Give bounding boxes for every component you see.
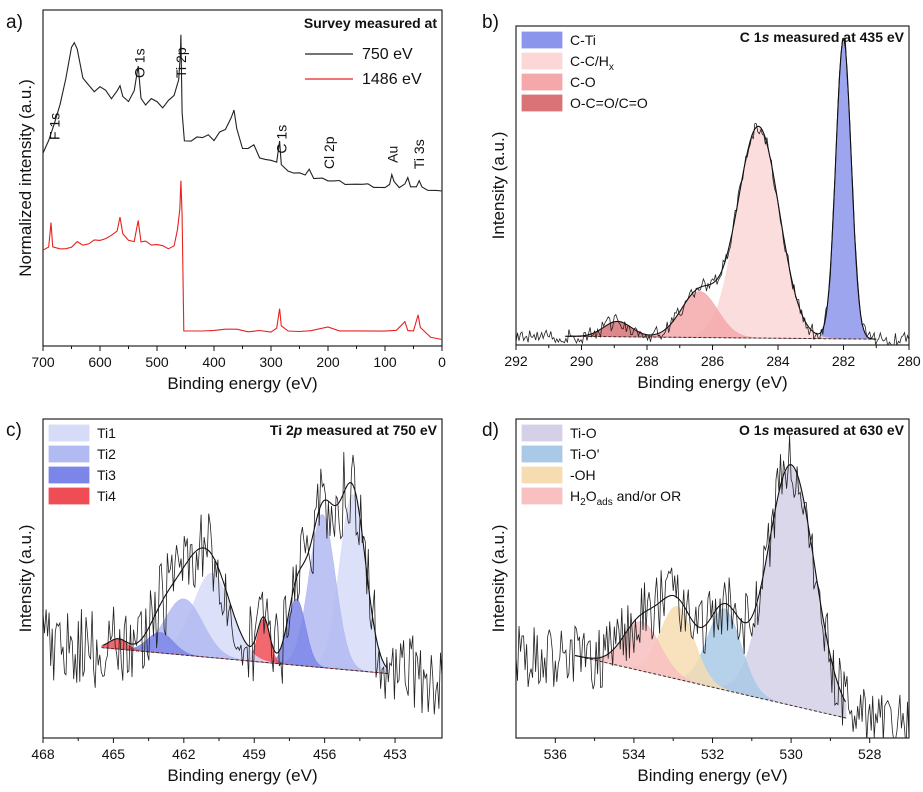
legend-swatch bbox=[521, 466, 563, 484]
legend-swatch bbox=[48, 445, 90, 463]
legend-swatch bbox=[521, 445, 563, 463]
y-axis-label: Intensity (a.u.) bbox=[489, 525, 508, 633]
measured-data bbox=[516, 37, 909, 345]
legend-swatch bbox=[48, 466, 90, 484]
legend-label: H2Oads and/or OR bbox=[570, 488, 681, 508]
legend-swatch bbox=[48, 487, 90, 505]
plot-frame bbox=[42, 418, 443, 739]
x-tick-label: 100 bbox=[373, 354, 397, 370]
x-tick-label: 456 bbox=[313, 746, 337, 762]
x-tick-label: 200 bbox=[316, 354, 340, 370]
fit-component bbox=[565, 37, 877, 340]
legend-label: 750 eV bbox=[362, 46, 413, 63]
legend-swatch bbox=[521, 31, 563, 49]
x-tick-label: 465 bbox=[102, 746, 126, 762]
peak-annotation: O 1s bbox=[131, 48, 147, 78]
legend-title: Survey measured at bbox=[304, 15, 437, 31]
legend-label: C-Ti bbox=[570, 32, 596, 48]
panel-title: Ti 2p measured at 750 eV bbox=[270, 422, 438, 438]
y-axis-label: Intensity (a.u.) bbox=[16, 525, 35, 633]
series-line-750eV bbox=[43, 34, 442, 192]
legend-swatch bbox=[521, 73, 563, 91]
x-tick-label: 468 bbox=[31, 746, 55, 762]
x-tick-label: 500 bbox=[145, 354, 169, 370]
background-line bbox=[565, 335, 877, 340]
x-tick-label: 280 bbox=[897, 353, 921, 369]
x-tick-label: 284 bbox=[766, 353, 790, 369]
legend-label: 1486 eV bbox=[362, 71, 422, 88]
panel-label: b) bbox=[482, 12, 499, 33]
x-tick-label: 290 bbox=[570, 353, 594, 369]
legend-label: -OH bbox=[570, 467, 596, 483]
legend-swatch bbox=[521, 424, 563, 442]
x-tick-label: 288 bbox=[635, 353, 659, 369]
y-axis-label: Intensity (a.u.) bbox=[489, 132, 508, 240]
plot-area bbox=[516, 37, 909, 345]
legend-swatch bbox=[521, 52, 563, 70]
legend-label: Ti3 bbox=[97, 467, 116, 483]
x-axis-label: Binding energy (eV) bbox=[167, 766, 317, 785]
panel-title: O 1s measured at 630 eV bbox=[739, 422, 905, 438]
peak-annotation: Ti 2p bbox=[173, 47, 189, 78]
panel-label: d) bbox=[482, 420, 499, 441]
x-tick-label: 700 bbox=[31, 354, 55, 370]
panel-title: C 1s measured at 435 eV bbox=[740, 29, 905, 45]
panel-label: a) bbox=[6, 12, 23, 33]
x-tick-label: 600 bbox=[88, 354, 112, 370]
fit-envelope bbox=[565, 37, 876, 340]
x-axis-label: Binding energy (eV) bbox=[637, 373, 787, 392]
panel-a: a) 700 600 500 400 300 200 100 0 Binding energy (… bbox=[6, 9, 446, 393]
legend-swatch bbox=[521, 487, 563, 505]
x-axis-label: Binding energy (eV) bbox=[167, 374, 317, 393]
x-tick-label: 453 bbox=[383, 746, 407, 762]
fit-envelope bbox=[574, 464, 846, 703]
legend-label: Ti1 bbox=[97, 425, 116, 441]
x-tick-label: 0 bbox=[438, 354, 446, 370]
legend-label: C-O bbox=[570, 74, 596, 90]
legend-label: C-C/Hx bbox=[570, 53, 614, 73]
series-line-1486eV bbox=[43, 180, 442, 341]
measured-data bbox=[516, 435, 909, 738]
y-axis-label: Normalized intensity (a.u.) bbox=[16, 79, 35, 276]
legend-swatch bbox=[48, 424, 90, 442]
plot-area bbox=[43, 451, 442, 715]
fit-envelope bbox=[102, 482, 388, 669]
x-tick-label: 286 bbox=[701, 353, 725, 369]
plot-area bbox=[43, 34, 442, 341]
x-tick-label: 459 bbox=[243, 746, 267, 762]
panel-c: c) 468 465 462 459 456 453 Binding energy (eV) I… bbox=[6, 418, 443, 785]
x-tick-label: 400 bbox=[202, 354, 226, 370]
background-line bbox=[574, 655, 847, 719]
legend-label: Ti4 bbox=[97, 488, 116, 504]
legend-label: Ti-O' bbox=[570, 446, 599, 462]
peak-annotation: C 1s bbox=[273, 125, 289, 154]
x-tick-label: 282 bbox=[832, 353, 856, 369]
x-tick-label: 300 bbox=[259, 354, 283, 370]
x-tick-label: 534 bbox=[622, 746, 646, 762]
x-tick-label: 528 bbox=[858, 746, 882, 762]
x-tick-label: 536 bbox=[544, 746, 568, 762]
x-tick-label: 462 bbox=[172, 746, 196, 762]
legend-label: Ti2 bbox=[97, 446, 116, 462]
panel-b: b) 292 290 288 286 284 282 280 Binding energy (e… bbox=[482, 12, 921, 392]
peak-annotation: Au bbox=[384, 146, 400, 163]
peak-annotation: F 1s bbox=[46, 113, 62, 140]
x-tick-label: 292 bbox=[504, 353, 528, 369]
panel-label: c) bbox=[6, 420, 22, 441]
panel-d: d) 536 534 532 530 528 Binding energy (eV) Inte… bbox=[482, 418, 910, 785]
legend-swatch bbox=[521, 94, 563, 112]
measured-data bbox=[43, 451, 442, 715]
peak-annotation: Ti 3s bbox=[411, 139, 427, 169]
legend-label: O-C=O/C=O bbox=[570, 95, 648, 111]
plot-area bbox=[516, 435, 909, 738]
legend-label: Ti-O bbox=[570, 425, 597, 441]
x-tick-label: 532 bbox=[701, 746, 725, 762]
x-tick-label: 530 bbox=[779, 746, 803, 762]
peak-annotation: Cl 2p bbox=[321, 136, 337, 169]
x-axis-label: Binding energy (eV) bbox=[637, 766, 787, 785]
background-line bbox=[101, 647, 389, 675]
